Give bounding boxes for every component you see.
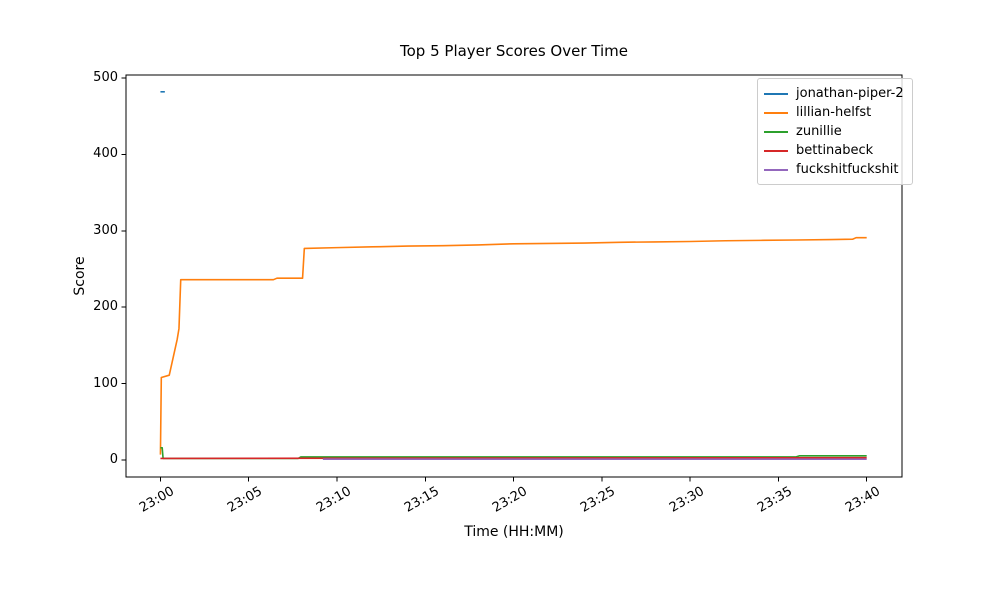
x-axis-label: Time (HH:MM) [464,524,564,540]
legend-label: zunillie [796,124,842,139]
legend-line-swatch [764,168,788,171]
legend-line-swatch [764,130,788,133]
series-line-lillian-helfst [159,236,867,455]
y-tick-label: 500 [93,70,118,86]
y-tick-label: 0 [109,451,118,467]
legend-item: jonathan-piper-2 [764,84,904,103]
y-axis-label: Score [72,256,88,296]
series-line-bettinabeck [160,456,867,460]
legend-item: lillian-helfst [764,103,904,122]
legend-label: jonathan-piper-2 [796,86,904,101]
legend-line-swatch [764,111,788,114]
y-tick-label: 300 [93,222,118,238]
legend: jonathan-piper-2 lillian-helfst zunillie be… [757,78,913,185]
y-tick-label: 200 [93,299,118,315]
legend-label: fuckshitfuckshit [796,162,899,177]
chart-title: Top 5 Player Scores Over Time [400,42,628,60]
legend-item: fuckshitfuckshit [764,160,904,179]
legend-item: zunillie [764,122,904,141]
y-tick-label: 400 [93,146,118,162]
legend-line-swatch [764,149,788,152]
legend-item: bettinabeck [764,141,904,160]
legend-label: bettinabeck [796,143,874,158]
legend-line-swatch [764,92,788,95]
y-tick-label: 100 [93,375,118,391]
series-line-zunillie [160,446,867,460]
legend-label: lillian-helfst [796,105,872,120]
